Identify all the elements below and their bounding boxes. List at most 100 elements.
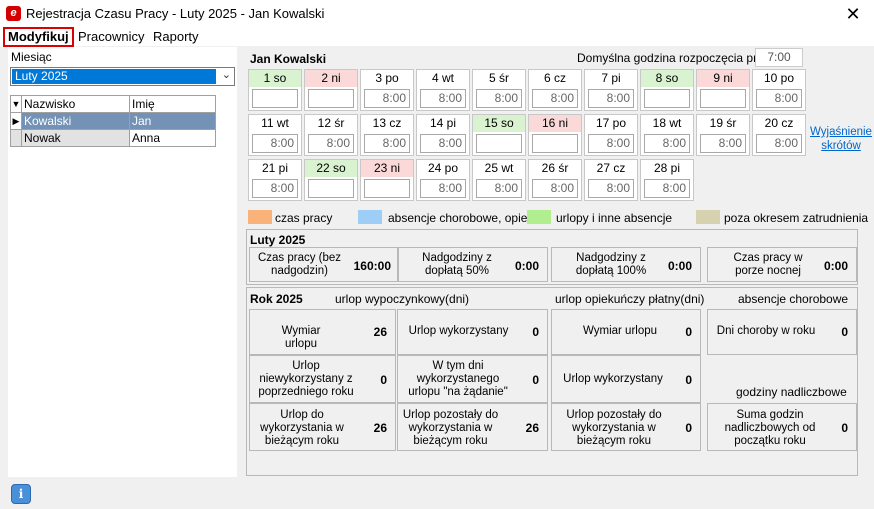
- calendar-day: 12 śr 8:00: [304, 114, 358, 156]
- column-header-imie[interactable]: Imię: [129, 95, 216, 113]
- summary-label: Nadgodziny z dopłatą 50%: [422, 252, 492, 277]
- day-label: 14 pi: [429, 116, 457, 130]
- header-sick: absencje chorobowe: [738, 292, 849, 306]
- summary-label: W tym dni wykorzystanego urlopu "na żąda…: [408, 360, 508, 398]
- row-indicator: [10, 129, 22, 147]
- calendar-day: 4 wt 8:00: [416, 69, 470, 111]
- calendar-day: 18 wt 8:00: [640, 114, 694, 156]
- day-hours-input[interactable]: 8:00: [756, 89, 802, 108]
- employee-table: ▼ Nazwisko Imię ▶ Kowalski Jan Nowak Ann…: [10, 95, 216, 147]
- day-label: 13 cz: [372, 116, 402, 130]
- day-hours-input[interactable]: [252, 89, 298, 108]
- summary-value: 160:00: [353, 259, 391, 273]
- day-label: 1 so: [249, 70, 301, 87]
- summary-value: 0:00: [823, 259, 848, 273]
- summary-value: 0: [532, 325, 539, 339]
- day-hours-input[interactable]: 8:00: [364, 134, 410, 153]
- day-hours-input[interactable]: [476, 134, 522, 153]
- info-icon[interactable]: i: [11, 484, 31, 504]
- day-hours-input[interactable]: 8:00: [252, 179, 298, 198]
- day-hours-input[interactable]: 8:00: [588, 179, 634, 198]
- day-hours-input[interactable]: 8:00: [308, 134, 354, 153]
- summary-label: Czas pracy w porze nocnej: [733, 252, 803, 277]
- explain-abbreviations-link[interactable]: Wyjaśnienie skrótów: [810, 126, 872, 152]
- cell-first-name[interactable]: Jan: [129, 112, 216, 130]
- calendar-day: 5 śr 8:00: [472, 69, 526, 111]
- summary-value: 0: [685, 421, 692, 435]
- cell-last-name[interactable]: Nowak: [21, 129, 130, 147]
- day-hours-input[interactable]: 8:00: [420, 134, 466, 153]
- default-start-label: Domyślna godzina rozpoczęcia pracy:: [577, 51, 780, 65]
- day-hours-input[interactable]: 8:00: [364, 89, 410, 108]
- calendar-day: 6 cz 8:00: [528, 69, 582, 111]
- calendar-day: 26 śr 8:00: [528, 159, 582, 201]
- day-hours-input[interactable]: 8:00: [532, 89, 578, 108]
- day-hours-input[interactable]: [700, 89, 746, 108]
- table-row[interactable]: Nowak Anna: [10, 129, 216, 147]
- calendar-day: 27 cz 8:00: [584, 159, 638, 201]
- day-label: 10 po: [763, 71, 795, 85]
- day-label: 22 so: [305, 160, 357, 177]
- summary-value: 0:00: [667, 259, 692, 273]
- column-header-nazwisko[interactable]: Nazwisko: [21, 95, 130, 113]
- month-summary-section: Luty 2025 Czas pracy (bez nadgodzin) 160…: [246, 229, 858, 285]
- day-hours-input[interactable]: 8:00: [644, 179, 690, 198]
- summary-label: Urlop do wykorzystania w bieżącym roku: [260, 409, 344, 447]
- summary-box: Dni choroby w roku 0: [707, 309, 857, 355]
- day-hours-input[interactable]: 8:00: [756, 134, 802, 153]
- chevron-down-icon[interactable]: ⌄: [221, 69, 231, 81]
- default-start-input[interactable]: 7:00: [755, 48, 803, 67]
- summary-label: Urlop wykorzystany: [563, 373, 663, 385]
- calendar-day: 15 so: [472, 114, 526, 156]
- day-label: 23 ni: [361, 160, 413, 177]
- legend-label: absencje chorobowe, opieki: [388, 211, 537, 225]
- calendar-day: 21 pi 8:00: [248, 159, 302, 201]
- day-hours-input[interactable]: 8:00: [420, 89, 466, 108]
- summary-box: Wymiar urlopu 0: [551, 309, 701, 355]
- cell-last-name[interactable]: Kowalski: [21, 112, 130, 130]
- calendar-day: 24 po 8:00: [416, 159, 470, 201]
- day-label: 16 ni: [529, 115, 581, 132]
- year-summary-section: Rok 2025 urlop wypoczynkowy(dni) urlop o…: [246, 287, 858, 476]
- day-hours-input[interactable]: 8:00: [588, 134, 634, 153]
- day-hours-input[interactable]: 8:00: [700, 134, 746, 153]
- day-hours-input[interactable]: 8:00: [476, 89, 522, 108]
- day-hours-input[interactable]: 8:00: [252, 134, 298, 153]
- legend-swatch: [527, 210, 551, 224]
- day-hours-input[interactable]: 8:00: [588, 89, 634, 108]
- day-hours-input[interactable]: 8:00: [476, 179, 522, 198]
- month-select-value: Luty 2025: [12, 69, 216, 84]
- menu-raporty[interactable]: Raporty: [153, 29, 199, 44]
- day-hours-input[interactable]: [644, 89, 690, 108]
- legend-label: czas pracy: [275, 211, 333, 225]
- cell-first-name[interactable]: Anna: [129, 129, 216, 147]
- day-hours-input[interactable]: [308, 179, 354, 198]
- sort-indicator-icon[interactable]: ▼: [10, 95, 22, 113]
- day-label: 12 śr: [317, 116, 345, 130]
- menu-modyfikuj[interactable]: Modyfikuj: [3, 27, 74, 47]
- menu-bar: Modyfikuj Pracownicy Raporty: [0, 27, 874, 47]
- calendar-day: 9 ni: [696, 69, 750, 111]
- summary-value: 26: [373, 421, 387, 435]
- calendar-day: 14 pi 8:00: [416, 114, 470, 156]
- day-hours-input[interactable]: [532, 134, 578, 153]
- day-hours-input[interactable]: 8:00: [532, 179, 578, 198]
- summary-box: Czas pracy (bez nadgodzin) 160:00: [249, 247, 398, 282]
- employee-panel: Miesiąc Luty 2025 ⌄ ▼ Nazwisko Imię ▶ Ko…: [8, 47, 237, 477]
- calendar-day: 17 po 8:00: [584, 114, 638, 156]
- menu-pracownicy[interactable]: Pracownicy: [78, 29, 145, 44]
- day-hours-input[interactable]: 8:00: [420, 179, 466, 198]
- year-summary-title: Rok 2025: [250, 292, 303, 306]
- day-hours-input[interactable]: 8:00: [644, 134, 690, 153]
- calendar-day: 19 śr 8:00: [696, 114, 750, 156]
- day-hours-input[interactable]: [364, 179, 410, 198]
- close-button[interactable]: ✕: [845, 4, 861, 24]
- summary-value: 0: [841, 325, 848, 339]
- day-label: 20 cz: [764, 116, 794, 130]
- day-label: 5 śr: [488, 71, 509, 85]
- table-row[interactable]: ▶ Kowalski Jan: [10, 112, 216, 130]
- month-select[interactable]: Luty 2025 ⌄: [10, 67, 235, 86]
- day-hours-input[interactable]: [308, 89, 354, 108]
- summary-box: Urlop pozostały do wykorzystania w bieżą…: [551, 403, 701, 451]
- employee-name: Jan Kowalski: [250, 52, 327, 66]
